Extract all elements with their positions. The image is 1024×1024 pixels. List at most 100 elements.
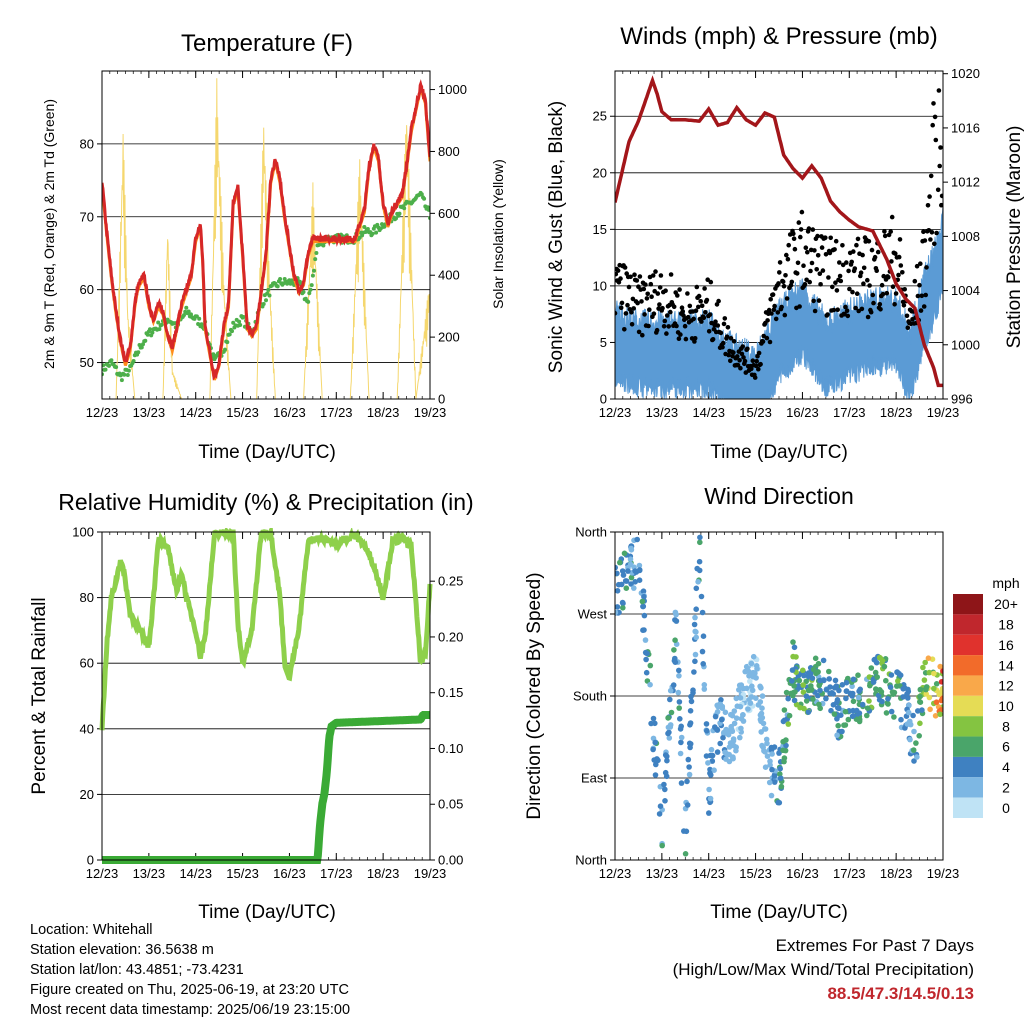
gust-point [666,324,671,329]
temperature-plot-area [102,78,430,399]
gust-point [668,309,673,315]
direction-point [835,722,841,729]
gust-point [738,365,743,371]
gust-point [710,337,716,342]
direction-point [678,739,684,746]
gust-point [699,319,704,324]
temperature-title: Temperature (F) [181,30,353,57]
winds-ylabel: Sonic Wind & Gust (Blue, Black) [546,101,567,373]
gust-point [834,288,840,293]
gust-point [766,307,772,313]
direction-point [910,747,917,753]
direction-point [676,699,683,705]
temperature-ylabel: 2m & 9m T (Red, Orange) & 2m Td (Green) [41,99,57,369]
dewpoint-point [310,273,315,278]
x-tick-label: 15/23 [739,866,772,881]
direction-point [872,669,879,676]
direction-point [676,673,682,679]
colorbar-title: mph [992,575,1019,591]
dewpoint-point [182,313,186,318]
direction-point [688,698,695,705]
dewpoint-point [227,332,232,337]
direction-point [936,691,942,698]
direction-point [790,639,796,645]
gust-point [922,238,928,243]
direction-point [789,667,796,673]
direction-point [766,779,773,786]
direction-point [700,633,707,639]
gust-point [696,304,701,310]
gust-point [905,325,911,331]
wind-direction-panel: Wind Direction Direction (Colored By Spe… [524,483,1020,923]
direction-tick-label: East [581,771,607,786]
direction-point [888,672,895,678]
gust-point [812,248,817,253]
direction-point [737,695,744,701]
direction-point [721,729,727,736]
gust-point [713,319,718,325]
gust-point [772,303,777,309]
direction-point [823,695,829,702]
direction-point [736,682,743,689]
rain-accumulation-line [102,711,430,864]
direction-plot-area [615,534,943,857]
direction-point [747,700,754,706]
colorbar-label: 18 [998,617,1014,633]
direction-point [640,603,647,610]
direction-point [917,720,923,727]
gust-point [770,292,776,297]
direction-point [686,771,693,778]
direction-point [719,716,725,723]
direction-point [704,728,710,734]
direction-point [651,757,657,763]
plot-frame [101,531,431,861]
direction-point [769,766,775,773]
direction-point [780,718,787,725]
gust-point [930,122,935,128]
direction-point [676,705,682,711]
gust-point [631,306,636,311]
gust-point [676,336,682,342]
direction-point [878,689,885,695]
gust-point [753,363,759,369]
direction-point [758,729,764,735]
direction-point [643,656,649,663]
direction-point [715,703,721,710]
direction-point [923,686,929,693]
x-tick-label: 12/23 [86,405,119,420]
gust-point [644,296,650,301]
direction-point [803,693,810,699]
y-tick-label: 10 [593,278,607,293]
extremes-title: Extremes For Past 7 Days [775,936,974,955]
gust-point [622,265,628,270]
direction-point [777,765,783,772]
direction-point [826,676,832,682]
station-latlon: Station lat/lon: 43.4851; -73.4231 [30,962,244,978]
direction-point [723,756,729,762]
gust-point [767,339,773,345]
direction-point [753,675,759,681]
humidity-plot-area [99,528,433,864]
direction-point [836,705,842,712]
direction-point [817,677,823,684]
dewpoint-point [275,284,280,289]
direction-point [856,688,862,694]
direction-point [693,585,700,592]
gust-point [833,238,839,244]
direction-point [697,539,703,546]
direction-point [652,720,658,727]
gust-point [855,236,861,242]
x-tick-label: 17/23 [833,405,866,420]
direction-point [762,764,769,770]
gust-point [797,304,802,309]
direction-point [670,682,677,688]
y2-tick-label: 200 [438,330,460,345]
gust-point [745,346,750,352]
dewpoint-point [107,363,111,368]
direction-point [808,686,815,693]
dewpoint-point [122,372,127,377]
direction-point [699,609,706,616]
gust-point [677,287,682,292]
gust-point [777,270,782,275]
direction-point [898,716,904,723]
